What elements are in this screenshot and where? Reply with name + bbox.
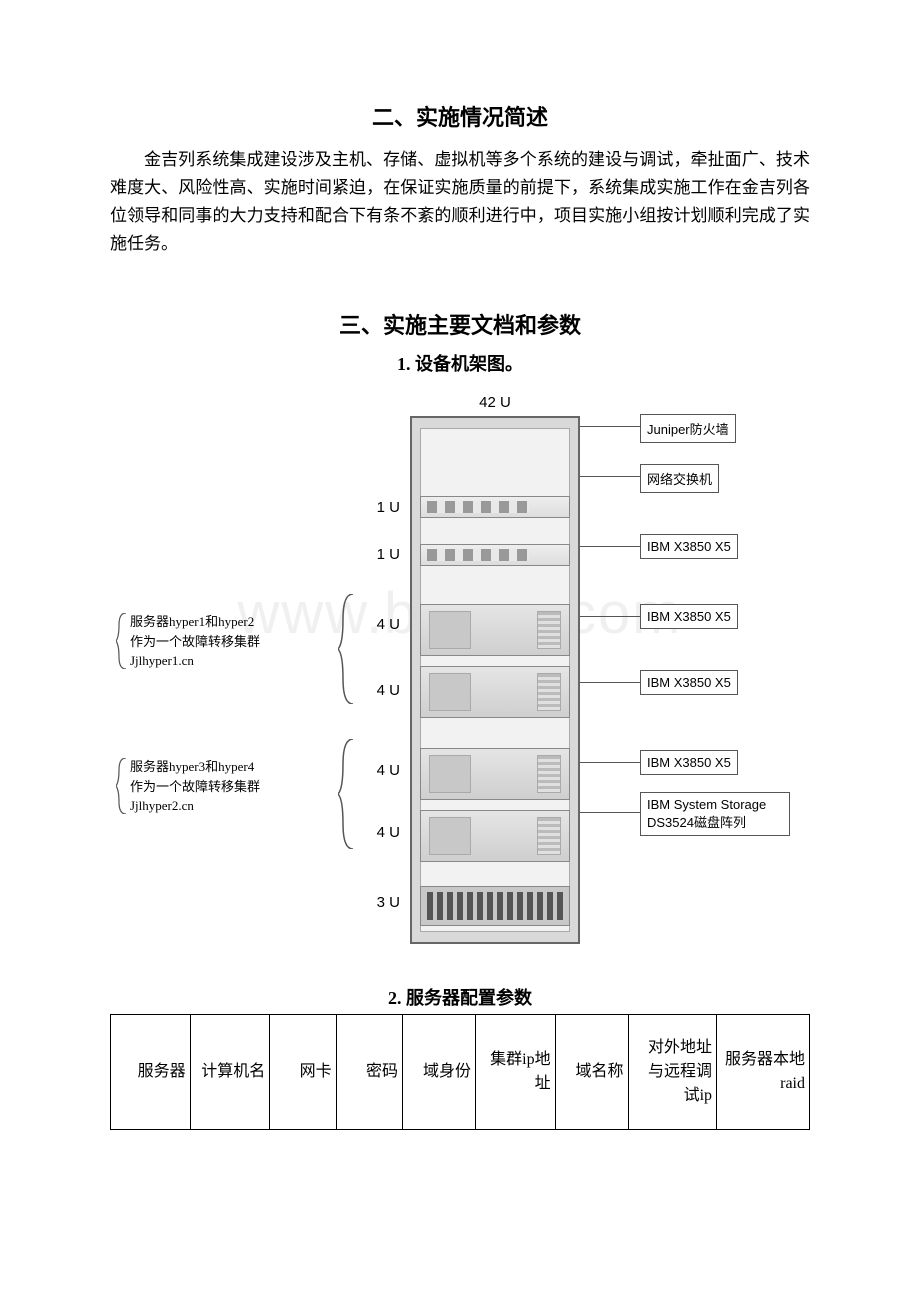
rack-diagram: 42 U 1 U 1 U 4 U 4 U 4 U 4 U 3 U 服务器hype… bbox=[110, 394, 810, 954]
th-7: 对外地址与远程调试ip bbox=[628, 1015, 716, 1130]
u-label-2: 4 U bbox=[360, 616, 400, 633]
section2-paragraph: 金吉列系统集成建设涉及主机、存储、虚拟机等多个系统的建设与调试，牵扯面广、技术难… bbox=[110, 146, 810, 258]
device-server-2 bbox=[420, 666, 570, 718]
th-8: 服务器本地raid bbox=[717, 1015, 810, 1130]
left-note-1-line-0: 服务器hyper1和hyper2 bbox=[130, 612, 260, 632]
th-0: 服务器 bbox=[111, 1015, 191, 1130]
callout-line-6 bbox=[580, 812, 640, 813]
left-note-1-line-2: Jjlhyper1.cn bbox=[130, 651, 260, 671]
device-server-3 bbox=[420, 748, 570, 800]
callout-line-3 bbox=[580, 616, 640, 617]
sub1-heading: 1. 设备机架图。 bbox=[110, 350, 810, 376]
u-label-5: 4 U bbox=[360, 824, 400, 841]
callout-5: IBM X3850 X5 bbox=[640, 750, 738, 775]
th-6: 域名称 bbox=[555, 1015, 628, 1130]
section2-heading: 二、实施情况简述 bbox=[110, 100, 810, 132]
th-1: 计算机名 bbox=[190, 1015, 270, 1130]
callout-3: IBM X3850 X5 bbox=[640, 604, 738, 629]
callout-0: Juniper防火墙 bbox=[640, 414, 736, 443]
table-header-row: 服务器 计算机名 网卡 密码 域身份 集群ip地址 域名称 对外地址与远程调试i… bbox=[111, 1015, 810, 1130]
callout-1: 网络交换机 bbox=[640, 464, 719, 493]
u-label-6: 3 U bbox=[360, 894, 400, 911]
u-label-0: 1 U bbox=[360, 499, 400, 516]
th-3: 密码 bbox=[336, 1015, 402, 1130]
callout-line-1 bbox=[580, 476, 640, 477]
left-note-2-line-1: 作为一个故障转移集群 bbox=[130, 777, 260, 797]
config-table: 服务器 计算机名 网卡 密码 域身份 集群ip地址 域名称 对外地址与远程调试i… bbox=[110, 1014, 810, 1130]
callout-6: IBM System StorageDS3524磁盘阵列 bbox=[640, 792, 790, 836]
callout-line-0 bbox=[580, 426, 640, 427]
callout-line-4 bbox=[580, 682, 640, 683]
brace-2 bbox=[338, 739, 358, 849]
th-4: 域身份 bbox=[402, 1015, 475, 1130]
left-note-1-line-1: 作为一个故障转移集群 bbox=[130, 632, 260, 652]
rack-title: 42 U bbox=[410, 394, 580, 411]
left-note-1: 服务器hyper1和hyper2 作为一个故障转移集群 Jjlhyper1.cn bbox=[130, 612, 260, 671]
section3-heading: 三、实施主要文档和参数 bbox=[110, 308, 810, 340]
left-note-2-line-0: 服务器hyper3和hyper4 bbox=[130, 757, 260, 777]
u-label-1: 1 U bbox=[360, 546, 400, 563]
th-2: 网卡 bbox=[270, 1015, 336, 1130]
u-label-3: 4 U bbox=[360, 682, 400, 699]
left-note-2: 服务器hyper3和hyper4 作为一个故障转移集群 Jjlhyper2.cn bbox=[130, 757, 260, 816]
sub2-heading: 2. 服务器配置参数 bbox=[110, 984, 810, 1010]
callout-line-5 bbox=[580, 762, 640, 763]
left-note-2-line-2: Jjlhyper2.cn bbox=[130, 796, 260, 816]
rack-frame bbox=[410, 416, 580, 944]
device-server-1 bbox=[420, 604, 570, 656]
callout-line-2 bbox=[580, 546, 640, 547]
device-storage bbox=[420, 886, 570, 926]
callout-2: IBM X3850 X5 bbox=[640, 534, 738, 559]
device-switch-1 bbox=[420, 496, 570, 518]
device-switch-2 bbox=[420, 544, 570, 566]
brace-note-1 bbox=[116, 613, 128, 669]
brace-1 bbox=[338, 594, 358, 704]
device-server-4 bbox=[420, 810, 570, 862]
th-5: 集群ip地址 bbox=[475, 1015, 555, 1130]
brace-note-2 bbox=[116, 758, 128, 814]
u-label-4: 4 U bbox=[360, 762, 400, 779]
callout-4: IBM X3850 X5 bbox=[640, 670, 738, 695]
